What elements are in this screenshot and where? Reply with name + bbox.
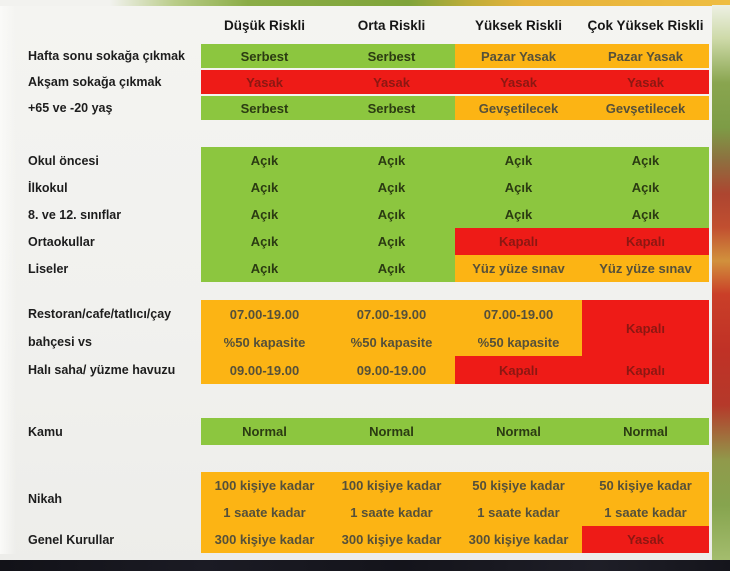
cell-curfew-r1-c3: Yasak <box>582 70 709 94</box>
column-header-cok-yuksek-riskli: Çok Yüksek Riskli <box>587 17 704 33</box>
cell-venues-r1-c2: %50 kapasite <box>455 328 582 356</box>
bottom-ticker-bar <box>0 560 730 571</box>
column-header-yuksek-riskli: Yüksek Riskli <box>474 17 563 33</box>
row-label-public-0: Kamu <box>28 424 63 439</box>
cell-venues-r1-c0: %50 kapasite <box>201 328 328 356</box>
cell-venues-r2-c2: Kapalı <box>455 356 582 384</box>
cell-grid-schools: Açık Açık Açık Açık Açık Açık Açık Açık Açık Açık… <box>201 147 709 282</box>
row-label-schools-3: Ortaokullar <box>28 234 95 249</box>
cell-venues-r0-c3: Kapalı <box>582 300 709 356</box>
cell-curfew-r0-c3: Pazar Yasak <box>582 44 709 68</box>
cell-events-r1-c1: 1 saate kadar <box>328 499 455 526</box>
cell-schools-r0-c1: Açık <box>328 147 455 174</box>
cell-events-r0-c2: 50 kişiye kadar <box>455 472 582 499</box>
cell-events-r2-c1: 300 kişiye kadar <box>328 526 455 553</box>
cell-public-r0-c2: Normal <box>455 418 582 445</box>
cell-schools-r4-c3: Yüz yüze sınav <box>582 255 709 282</box>
row-label-schools-0: Okul öncesi <box>28 153 99 168</box>
row-label-venues-1: bahçesi vs <box>28 335 92 349</box>
row-label-venues-2: Halı saha/ yüzme havuzu <box>28 363 176 377</box>
row-label-events-1: Genel Kurullar <box>28 532 115 547</box>
cell-schools-r2-c0: Açık <box>201 201 328 228</box>
cell-events-r0-c0: 100 kişiye kadar <box>201 472 328 499</box>
left-edge-sheen <box>0 6 16 554</box>
cell-venues-r2-c3: Kapalı <box>582 356 709 384</box>
cell-public-r0-c1: Normal <box>328 418 455 445</box>
cell-schools-r4-c0: Açık <box>201 255 328 282</box>
cell-grid-events: 100 kişiye kadar 100 kişiye kadar 50 kişiy… <box>201 472 709 553</box>
cell-public-r0-c3: Normal <box>582 418 709 445</box>
cell-schools-r3-c0: Açık <box>201 228 328 255</box>
cell-venues-r1-c1: %50 kapasite <box>328 328 455 356</box>
cell-venues-r2-c0: 09.00-19.00 <box>201 356 328 384</box>
cell-venues-r0-c0: 07.00-19.00 <box>201 300 328 328</box>
cell-grid-venues: 07.00-19.00 07.00-19.00 07.00-19.00 Kapalı%… <box>201 300 709 384</box>
cell-schools-r2-c1: Açık <box>328 201 455 228</box>
cell-schools-r3-c3: Kapalı <box>582 228 709 255</box>
column-header-dusuk-riskli: Düşük Riskli <box>223 17 306 33</box>
cell-curfew-r2-c2: Gevşetilecek <box>455 96 582 120</box>
cell-events-r1-c0: 1 saate kadar <box>201 499 328 526</box>
row-label-schools-4: Liseler <box>28 261 69 276</box>
column-header-orta-riskli: Orta Riskli <box>357 17 426 33</box>
row-label-schools-1: İlkokul <box>28 180 68 195</box>
cell-events-r1-c3: 1 saate kadar <box>582 499 709 526</box>
right-gradient-strip <box>712 5 730 561</box>
cell-events-r0-c3: 50 kişiye kadar <box>582 472 709 499</box>
cell-schools-r4-c1: Açık <box>328 255 455 282</box>
cell-curfew-r0-c1: Serbest <box>328 44 455 68</box>
cell-venues-r2-c1: 09.00-19.00 <box>328 356 455 384</box>
cell-schools-r3-c1: Açık <box>328 228 455 255</box>
cell-events-r2-c0: 300 kişiye kadar <box>201 526 328 553</box>
cell-public-r0-c0: Normal <box>201 418 328 445</box>
cell-curfew-r1-c2: Yasak <box>455 70 582 94</box>
cell-events-r2-c2: 300 kişiye kadar <box>455 526 582 553</box>
top-gradient-strip <box>0 0 730 6</box>
section-public: Kamu Normal Normal Normal Normal <box>0 418 730 445</box>
cell-curfew-r0-c2: Pazar Yasak <box>455 44 582 68</box>
cell-venues-r0-c2: 07.00-19.00 <box>455 300 582 328</box>
cell-schools-r1-c3: Açık <box>582 174 709 201</box>
cell-grid-public: Normal Normal Normal Normal <box>201 418 709 445</box>
cell-schools-r0-c3: Açık <box>582 147 709 174</box>
cell-events-r0-c1: 100 kişiye kadar <box>328 472 455 499</box>
cell-grid-curfew: Serbest Serbest Pazar Yasak Pazar Yasak Yasa… <box>201 44 709 120</box>
cell-schools-r1-c1: Açık <box>328 174 455 201</box>
table-header-row: Düşük Riskli Orta Riskli Yüksek Riskli Ç… <box>201 12 709 38</box>
cell-schools-r1-c0: Açık <box>201 174 328 201</box>
cell-events-r1-c2: 1 saate kadar <box>455 499 582 526</box>
row-label-curfew-1: Akşam sokağa çıkmak <box>28 75 162 89</box>
cell-schools-r1-c2: Açık <box>455 174 582 201</box>
cell-curfew-r2-c0: Serbest <box>201 96 328 120</box>
cell-events-r2-c3: Yasak <box>582 526 709 553</box>
section-schools: Okul öncesi İlkokul 8. ve 12. sınıflar Orta… <box>0 147 730 282</box>
cell-schools-r4-c2: Yüz yüze sınav <box>455 255 582 282</box>
row-label-events-0: Nikah <box>28 492 63 506</box>
cell-schools-r0-c2: Açık <box>455 147 582 174</box>
cell-curfew-r0-c0: Serbest <box>201 44 328 68</box>
row-label-schools-2: 8. ve 12. sınıflar <box>28 207 122 222</box>
cell-schools-r2-c3: Açık <box>582 201 709 228</box>
row-label-curfew-2: +65 ve -20 yaş <box>28 101 113 115</box>
row-label-venues-0: Restoran/cafe/tatlıcı/çay <box>28 307 172 321</box>
cell-curfew-r1-c1: Yasak <box>328 70 455 94</box>
section-events: Nikah Genel Kurullar 100 kişiye kadar 100 k… <box>0 472 730 553</box>
section-curfew: Hafta sonu sokağa çıkmak Akşam sokağa çık… <box>0 44 730 120</box>
section-venues: Restoran/cafe/tatlıcı/çay bahçesi vs Halı … <box>0 300 730 384</box>
cell-schools-r2-c2: Açık <box>455 201 582 228</box>
cell-venues-r0-c1: 07.00-19.00 <box>328 300 455 328</box>
cell-schools-r3-c2: Kapalı <box>455 228 582 255</box>
cell-curfew-r2-c1: Serbest <box>328 96 455 120</box>
cell-curfew-r2-c3: Gevşetilecek <box>582 96 709 120</box>
cell-curfew-r1-c0: Yasak <box>201 70 328 94</box>
cell-schools-r0-c0: Açık <box>201 147 328 174</box>
row-label-curfew-0: Hafta sonu sokağa çıkmak <box>28 49 186 63</box>
